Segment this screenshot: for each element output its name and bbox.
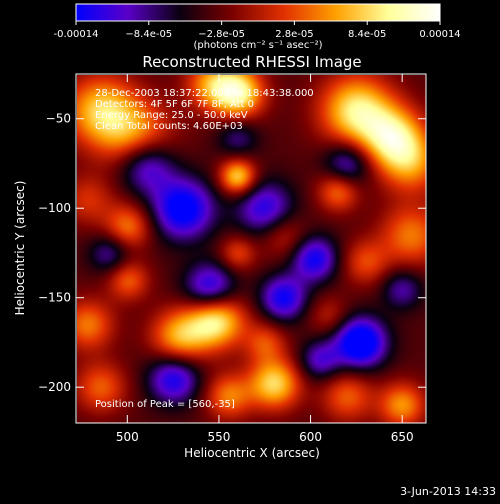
heatmap-image bbox=[77, 75, 426, 423]
annotations: 28-Dec-2003 18:37:22.000 to 18:43:38.000… bbox=[95, 88, 314, 410]
colorbar-tick-label: −8.4e-05 bbox=[125, 29, 172, 40]
colorbar: -0.00014 −8.4e-05 −2.8e-05 2.8e-05 8.4e-05 0.… bbox=[54, 3, 461, 51]
x-tick-label: 500 bbox=[116, 430, 139, 444]
y-tick-label: −150 bbox=[38, 291, 71, 305]
colorbar-tick-label: -0.00014 bbox=[54, 29, 99, 40]
plot-frame bbox=[75, 73, 427, 424]
x-axis: 500 550 600 650 bbox=[116, 74, 414, 444]
colorbar-ticks: -0.00014 −8.4e-05 −2.8e-05 2.8e-05 8.4e-05 0.… bbox=[54, 21, 461, 40]
annotation-peak-position: Position of Peak = [560,-35] bbox=[95, 399, 235, 410]
y-tick-label: −100 bbox=[38, 201, 71, 215]
image-area bbox=[75, 73, 427, 424]
chart-title: Reconstructed RHESSI Image bbox=[142, 53, 361, 71]
x-axis-label: Heliocentric X (arcsec) bbox=[184, 446, 320, 460]
annotation-detectors: Detectors: 4F 5F 6F 7F 8F, Att 0 bbox=[95, 99, 254, 110]
colorbar-tick-label: 0.00014 bbox=[419, 29, 460, 40]
colorbar-tick-label: −2.8e-05 bbox=[198, 29, 245, 40]
y-tick-label: −200 bbox=[38, 380, 71, 394]
x-tick-label: 550 bbox=[207, 430, 230, 444]
y-axis: −50 −100 −150 −200 bbox=[38, 112, 426, 394]
annotation-energy-range: Energy Range: 25.0 - 50.0 keV bbox=[95, 110, 248, 121]
annotation-time-range: 28-Dec-2003 18:37:22.000 to 18:43:38.000 bbox=[95, 88, 314, 99]
annotation-clean-counts: Clean Total counts: 4.60E+03 bbox=[95, 121, 243, 132]
x-tick-label: 650 bbox=[391, 430, 414, 444]
x-tick-label: 600 bbox=[299, 430, 322, 444]
colorbar-gradient bbox=[75, 3, 441, 22]
y-tick-label: −50 bbox=[46, 112, 71, 126]
colorbar-tick-label: 2.8e-05 bbox=[275, 29, 313, 40]
y-axis-label: Heliocentric Y (arcsec) bbox=[13, 181, 27, 316]
date-stamp: 3-Jun-2013 14:33 bbox=[400, 485, 496, 498]
colorbar-unit-label: (photons cm⁻² s⁻¹ asec⁻²) bbox=[193, 40, 322, 51]
colorbar-tick-label: 8.4e-05 bbox=[348, 29, 386, 40]
